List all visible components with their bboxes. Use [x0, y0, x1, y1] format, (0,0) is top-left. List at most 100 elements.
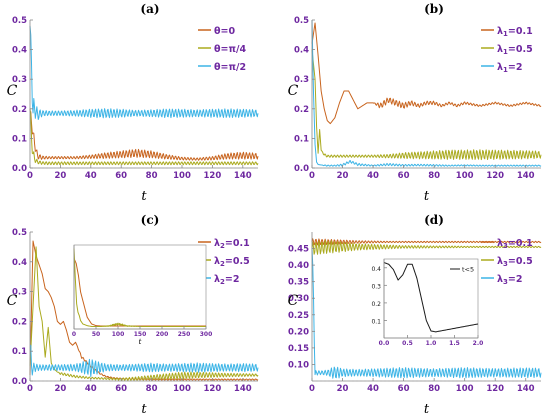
series-line-0 [311, 22, 542, 125]
x-tick-label: 40 [367, 171, 379, 181]
y-tick-label: 0.0 [12, 164, 27, 174]
y-tick-label: 0.30 [288, 294, 309, 304]
panel-label: (a) [140, 2, 159, 16]
panel-label: (d) [424, 213, 444, 227]
y-tick-label: 0.5 [12, 16, 27, 26]
x-tick-label: 2.0 [473, 340, 484, 347]
x-tick-label: 80 [428, 171, 440, 181]
legend-label: λ3=0.5 [497, 256, 533, 268]
y-tick-label: 0.1 [371, 318, 381, 325]
x-tick-label: 120 [204, 171, 222, 181]
x-tick-label: 0.5 [402, 340, 413, 347]
series-line-2 [311, 19, 542, 167]
x-tick-label: 40 [85, 171, 97, 181]
y-tick-label: 0.2 [294, 105, 309, 115]
x-tick-label: 1.0 [426, 340, 437, 347]
x-axis-label: t [141, 402, 147, 417]
series-line-2 [311, 248, 542, 379]
inset-series-0 [383, 262, 479, 333]
panel-label: (c) [141, 213, 160, 227]
y-axis-label: C [288, 83, 299, 99]
y-tick-label: 0.4 [12, 258, 27, 268]
y-tick-label: 0.35 [288, 278, 309, 288]
series-line-0 [311, 238, 542, 246]
series-line-2 [30, 344, 259, 377]
x-tick-label: 1.5 [449, 340, 460, 347]
y-tick-label: 0.45 [288, 245, 309, 255]
y-tick-label: 0.4 [371, 266, 381, 273]
x-tick-label: 120 [486, 171, 504, 181]
x-tick-label: 20 [337, 171, 349, 181]
x-tick-label: 80 [146, 384, 158, 394]
x-tick-label: 100 [456, 384, 474, 394]
inset-plot: 0 50 100 150 200 250 300 t [72, 244, 213, 346]
series-line-1 [311, 49, 542, 161]
x-tick-label: 80 [146, 171, 158, 181]
panel-a: 0 20 40 60 80 100 120 140 0.0 0.1 0.2 0.3 0.4 0.5 (a) t… [7, 2, 259, 204]
legend-label: λ1=0.5 [497, 44, 533, 56]
x-tick-label: 100 [173, 171, 191, 181]
y-tick-label: 0.15 [288, 344, 309, 354]
x-tick-label: 140 [234, 171, 252, 181]
y-tick-label: 0.1 [12, 347, 27, 357]
x-tick-label: 40 [85, 384, 97, 394]
inset-x-label: t [139, 338, 142, 346]
legend-label: λ3=2 [497, 274, 522, 286]
y-tick-label: 0.20 [288, 327, 309, 337]
x-tick-label: 100 [112, 331, 125, 338]
y-tick-label: 0.4 [294, 46, 309, 56]
x-tick-label: 80 [428, 384, 440, 394]
inset-frame [73, 244, 207, 330]
x-tick-label: 60 [398, 171, 410, 181]
x-tick-label: 250 [178, 331, 191, 338]
legend-label: λ3=0.1 [497, 238, 533, 250]
y-tick-label: 0.2 [12, 105, 27, 115]
y-tick-label: 0.1 [12, 134, 27, 144]
legend-label: λ2=2 [214, 274, 239, 286]
panel-label: (b) [424, 2, 444, 16]
x-axis-label: t [424, 402, 430, 417]
y-tick-label: 0.2 [12, 317, 27, 327]
x-tick-label: 140 [517, 384, 535, 394]
y-axis-label: C [288, 293, 299, 309]
x-tick-label: 0 [309, 384, 315, 394]
x-tick-label: 120 [486, 384, 504, 394]
x-tick-label: 60 [398, 384, 410, 394]
y-tick-label: 0.3 [294, 75, 309, 85]
series-line-1 [29, 246, 259, 381]
inset-frame [383, 258, 479, 339]
x-tick-label: 60 [115, 171, 127, 181]
series-line-1 [29, 108, 259, 166]
series-line-1 [311, 240, 542, 255]
x-tick-label: 20 [54, 384, 66, 394]
inset-legend-label: t<5 [462, 266, 474, 274]
y-tick-label: 0.0 [12, 377, 27, 387]
panel-c: 0 20 40 60 80 100 120 140 0.0 0.1 0.2 0.3 0.4 0.5 (c) t… [7, 213, 259, 417]
y-tick-label: 0.3 [12, 288, 27, 298]
legend-label: θ=0 [214, 26, 235, 37]
y-tick-label: 0.4 [12, 46, 27, 56]
x-tick-label: 50 [92, 331, 100, 338]
x-tick-label: 0 [27, 384, 33, 394]
x-tick-label: 120 [204, 384, 222, 394]
x-axis-label: t [424, 189, 430, 204]
x-tick-label: 150 [134, 331, 147, 338]
legend-label: θ=π/4 [214, 44, 246, 55]
x-tick-label: 20 [54, 171, 66, 181]
y-tick-label: 0.1 [294, 134, 309, 144]
legend-label: λ2=0.5 [214, 256, 250, 268]
y-tick-label: 0.0 [294, 164, 309, 174]
x-axis-label: t [141, 189, 147, 204]
x-tick-label: 100 [456, 171, 474, 181]
y-tick-label: 0.5 [12, 228, 27, 238]
y-tick-label: 0.40 [288, 261, 309, 271]
legend-label: λ2=0.1 [214, 238, 250, 250]
x-tick-label: 300 [200, 331, 213, 338]
legend-label: λ1=2 [497, 62, 522, 74]
y-tick-label: 0.5 [294, 16, 309, 26]
series-line-0 [30, 111, 259, 161]
x-tick-label: 140 [234, 384, 252, 394]
series-line-2 [29, 25, 259, 120]
x-tick-label: 60 [115, 384, 127, 394]
x-tick-label: 200 [156, 331, 169, 338]
